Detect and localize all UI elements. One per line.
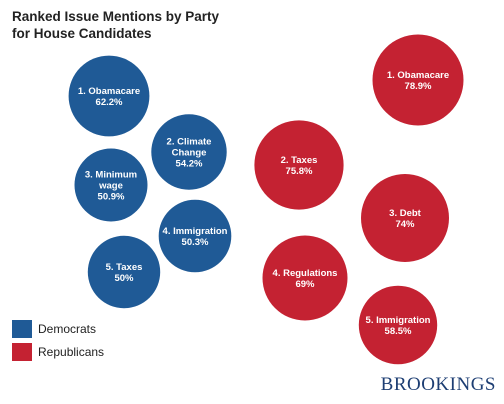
republicans-bubble-5-label-1: 5. Immigration [366,315,431,326]
democrats-bubble-4-label-1: 4. Immigration [163,226,228,237]
democrats-bubble-2-label-2: Change [172,148,207,159]
democrats-bubble-2 [151,114,227,190]
brookings-logo: BROOKINGS [380,374,496,395]
democrats-bubble-1 [68,55,150,137]
republicans-bubble-3-label-1: 3. Debt [389,208,422,219]
republicans-bubble-1-value: 78.9% [405,81,432,92]
republicans-bubble-2 [254,120,344,210]
republicans-bubble-1-label-1: 1. Obamacare [387,70,449,81]
chart-title-line-2: for House Candidates [12,26,152,41]
democrats-bubble-4-value: 50.3% [182,237,209,248]
democrats-bubble-3-value: 50.9% [98,192,125,203]
republicans-bubble-1 [372,34,464,126]
chart-title: Ranked Issue Mentions by Party for House… [12,8,219,42]
democrats-bubble-1-label-1: 1. Obamacare [78,86,140,97]
republicans-bubble-2-value: 75.8% [286,166,313,177]
democrats-bubble-3-label-2: wage [98,181,123,192]
chart-title-line-1: Ranked Issue Mentions by Party [12,9,220,24]
legend-item-republicans: Republicans [12,341,104,363]
democrats-bubble-5 [87,235,161,309]
republicans-bubble-2-label-1: 2. Taxes [281,155,318,166]
republicans-bubble-3 [361,174,449,262]
republicans-bubble-4-value: 69% [295,279,315,290]
republicans-bubble-4 [262,235,348,321]
republicans-bubble-5 [358,285,438,365]
republicans-bubble-4-label-1: 4. Regulations [273,268,338,279]
legend-item-democrats: Democrats [12,318,96,340]
democrats-bubble-4 [158,199,232,273]
democrats-bubble-5-value: 50% [114,273,134,284]
democrats-bubble-2-label-1: 2. Climate [167,137,212,148]
legend-swatch-republicans [12,343,32,361]
legend-label-democrats: Democrats [38,322,97,336]
democrats-bubble-3-label-1: 3. Minimum [85,170,137,181]
republicans-bubble-5-value: 58.5% [385,326,412,337]
legend-label-republicans: Republicans [38,345,105,359]
democrats-bubble-5-label-1: 5. Taxes [106,262,143,273]
democrats-bubble-1-value: 62.2% [96,97,123,108]
democrats-bubble-2-value: 54.2% [176,159,203,170]
republicans-bubble-3-value: 74% [395,219,415,230]
legend-swatch-democrats [12,320,32,338]
democrats-bubble-3 [74,148,148,222]
